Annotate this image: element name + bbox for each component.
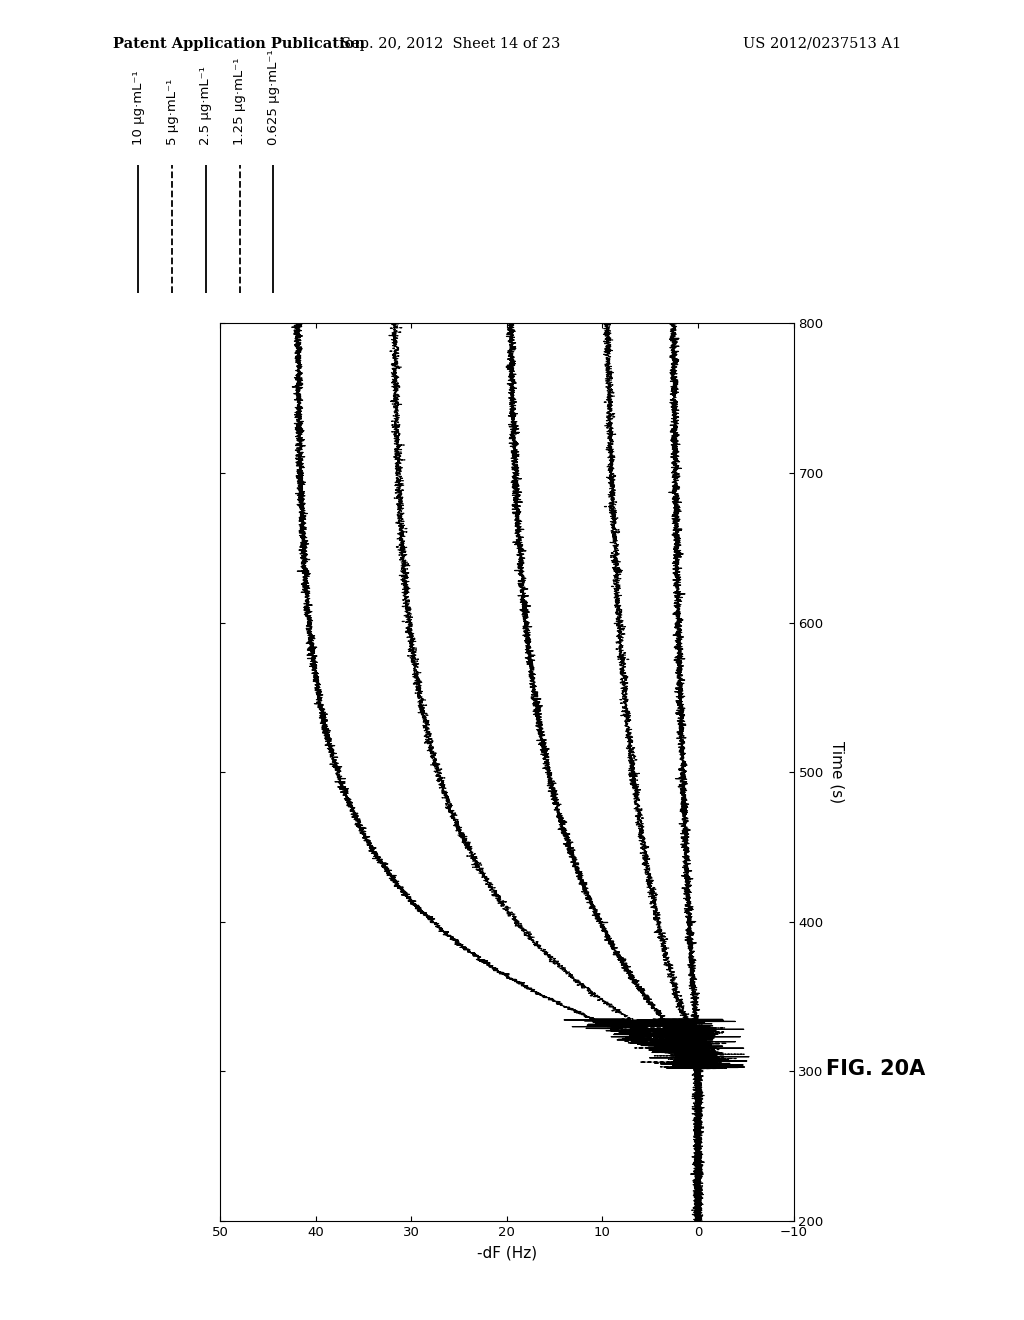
Y-axis label: Time (s): Time (s) (829, 741, 845, 804)
Text: 2.5 μg·mL⁻¹: 2.5 μg·mL⁻¹ (200, 66, 212, 145)
Text: FIG. 20A: FIG. 20A (826, 1059, 925, 1080)
Text: 5 μg·mL⁻¹: 5 μg·mL⁻¹ (166, 79, 178, 145)
Text: US 2012/0237513 A1: US 2012/0237513 A1 (742, 37, 901, 51)
Text: 10 μg·mL⁻¹: 10 μg·mL⁻¹ (132, 70, 144, 145)
Text: Sep. 20, 2012  Sheet 14 of 23: Sep. 20, 2012 Sheet 14 of 23 (341, 37, 560, 51)
Text: Patent Application Publication: Patent Application Publication (113, 37, 365, 51)
Text: 0.625 μg·mL⁻¹: 0.625 μg·mL⁻¹ (267, 50, 280, 145)
Text: 1.25 μg·mL⁻¹: 1.25 μg·mL⁻¹ (233, 58, 246, 145)
X-axis label: -dF (Hz): -dF (Hz) (477, 1246, 537, 1261)
